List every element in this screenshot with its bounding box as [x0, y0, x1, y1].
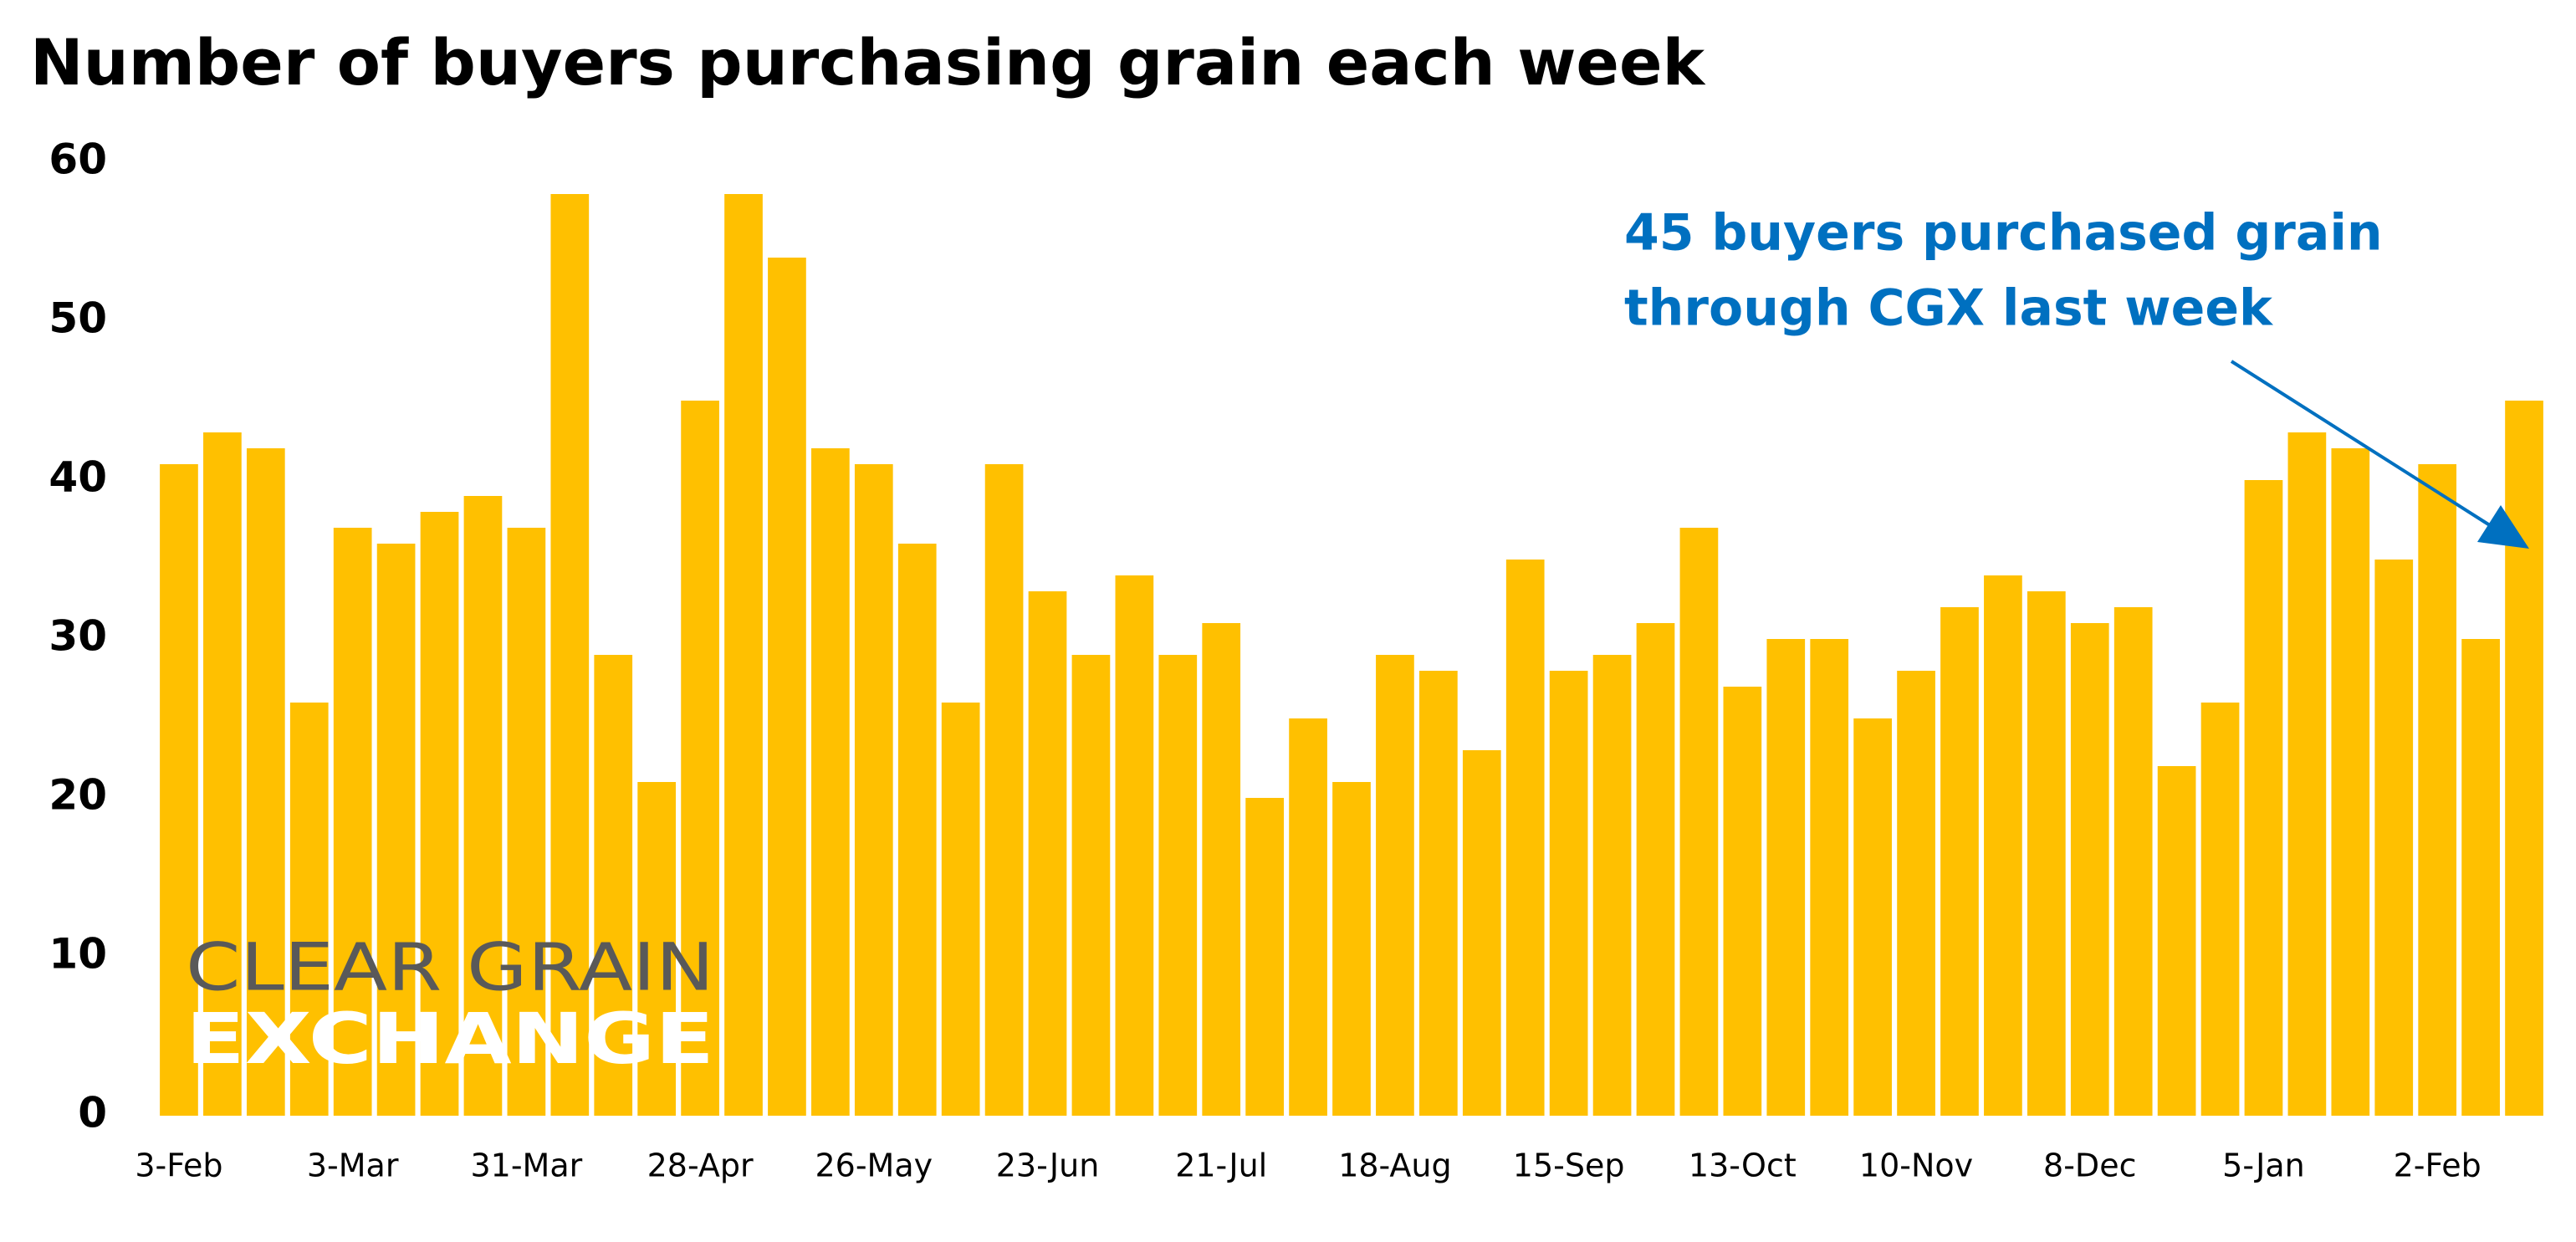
y-tick-label: 0 [78, 1089, 107, 1137]
bar [1289, 718, 1327, 1116]
bar [203, 432, 242, 1116]
bar [1549, 671, 1588, 1116]
bar [1115, 575, 1154, 1116]
bar [1462, 750, 1501, 1116]
x-tick-label: 15-Sep [1513, 1147, 1625, 1184]
bar [1376, 655, 1414, 1116]
arrow-head [2477, 505, 2529, 549]
bar [2200, 703, 2240, 1116]
x-tick-label: 5-Jan [2222, 1147, 2305, 1184]
bar [2113, 607, 2153, 1116]
annotation-arrow [2230, 360, 2494, 529]
bar [1679, 528, 1719, 1116]
bar [2505, 401, 2543, 1116]
chart-title: Number of buyers purchasing grain each w… [30, 25, 1706, 100]
bar [1419, 671, 1458, 1116]
y-tick-label: 60 [49, 135, 107, 184]
bar [463, 496, 503, 1116]
x-tick-label: 3-Feb [135, 1147, 222, 1184]
bar [2027, 591, 2066, 1116]
bar [1245, 798, 1284, 1116]
bar [420, 512, 459, 1116]
bar [1202, 623, 1241, 1116]
x-tick-label: 18-Aug [1338, 1147, 1451, 1184]
bar [550, 194, 590, 1116]
bar [2157, 766, 2196, 1116]
bar [1897, 671, 1935, 1116]
x-tick-label: 3-Mar [307, 1147, 399, 1184]
x-tick-label: 8-Dec [2043, 1147, 2136, 1184]
bar [2374, 560, 2414, 1116]
bar [594, 655, 633, 1116]
bar [768, 258, 806, 1116]
y-tick-label: 30 [49, 612, 107, 661]
bar [2287, 432, 2327, 1116]
bar [854, 464, 893, 1116]
x-tick-label: 21-Jul [1175, 1147, 1267, 1184]
bar [1592, 655, 1632, 1116]
bar [1158, 655, 1198, 1116]
annotation: through CGX last week [1624, 279, 2274, 338]
bar [333, 528, 372, 1116]
bar [681, 401, 719, 1116]
x-tick-label: 13-Oct [1689, 1147, 1797, 1184]
bar [1636, 623, 1675, 1116]
bar [1028, 591, 1067, 1116]
bar [2331, 448, 2370, 1116]
bar [2461, 639, 2500, 1116]
y-tick-label: 20 [49, 771, 107, 820]
bar [897, 544, 937, 1116]
bar [2418, 464, 2457, 1116]
bar [1071, 655, 1111, 1116]
bar [2070, 623, 2109, 1116]
y-tick-label: 50 [49, 294, 107, 343]
bar [811, 448, 850, 1116]
bar [984, 464, 1024, 1116]
x-tick-label: 10-Nov [1859, 1147, 1973, 1184]
bar [160, 464, 198, 1116]
y-tick-label: 10 [49, 930, 107, 979]
y-tick-label: 40 [49, 453, 107, 502]
bar [1853, 718, 1892, 1116]
x-tick-label: 28-Apr [647, 1147, 754, 1184]
bar [1940, 607, 1979, 1116]
bar [376, 544, 416, 1116]
bar [507, 528, 546, 1116]
bar [637, 782, 677, 1116]
bar [1984, 575, 2022, 1116]
bar [1505, 560, 1545, 1116]
x-tick-label: 26-May [815, 1147, 933, 1184]
bar [941, 703, 980, 1116]
bar [2244, 480, 2283, 1116]
bar [246, 448, 285, 1116]
bar [724, 194, 763, 1116]
bar [1810, 639, 1849, 1116]
logo-text: EXCHANGE [186, 998, 714, 1080]
bar [289, 703, 329, 1116]
x-tick-label: 23-Jun [996, 1147, 1100, 1184]
x-tick-label: 31-Mar [470, 1147, 582, 1184]
bar [1723, 687, 1762, 1116]
annotation: 45 buyers purchased grain [1624, 204, 2383, 263]
logo-text: CLEAR GRAIN [186, 930, 714, 1005]
bar [1332, 782, 1371, 1116]
x-tick-label: 2-Feb [2394, 1147, 2481, 1184]
bar [1766, 639, 1806, 1116]
